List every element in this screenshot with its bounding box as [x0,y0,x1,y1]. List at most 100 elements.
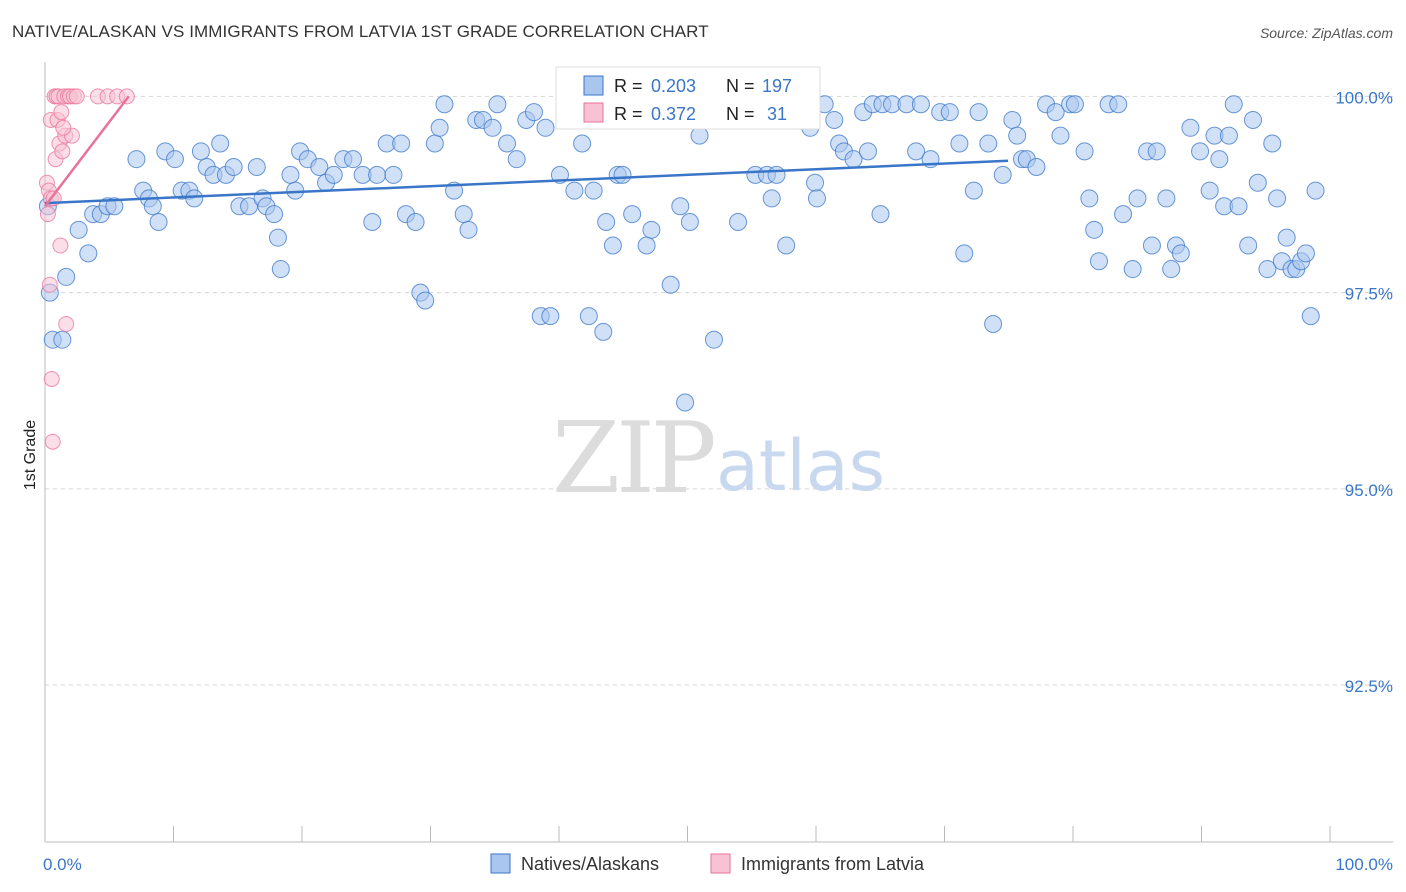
watermark: ZIP atlas [552,402,885,516]
natives-point [1008,126,1027,145]
natives-point [1085,220,1104,239]
latvia-point [39,206,56,223]
x-tick-label-max: 100.0% [1335,855,1393,874]
natives-point [392,134,411,153]
natives-point [524,103,543,122]
natives-point [1181,118,1200,137]
natives-point [1123,260,1142,279]
natives-point [57,267,76,286]
natives-point [1301,307,1320,326]
natives-point [1219,126,1238,145]
natives-point [1248,173,1267,192]
stats-pink-swatch [583,102,604,123]
natives-point [1210,150,1229,169]
natives-point [406,212,425,231]
natives-point [79,244,98,263]
stats-pink-r-label: R = [614,104,643,124]
natives-point [224,158,243,177]
natives-point [911,95,930,114]
latvia-point [54,143,71,160]
chart-title: NATIVE/ALASKAN VS IMMIGRANTS FROM LATVIA… [12,22,709,41]
natives-point [459,220,478,239]
natives-point [969,103,988,122]
natives-point [964,181,983,200]
natives-point [1258,260,1277,279]
natives-point [806,173,825,192]
natives-point [940,103,959,122]
natives-point [165,150,184,169]
natives-point [1142,236,1161,255]
natives-point [1080,189,1099,208]
legend-pink-swatch [710,853,731,874]
natives-point [368,165,387,184]
natives-point [1229,197,1248,216]
natives-point [281,165,300,184]
natives-point [541,307,560,326]
natives-point [642,220,661,239]
natives-point [310,158,329,177]
natives-point [767,165,786,184]
natives-point [268,228,287,247]
natives-point [105,197,124,216]
natives-point [1075,142,1094,161]
natives-point [579,307,598,326]
watermark-atlas: atlas [716,425,885,507]
y-tick-labels: 100.0% 97.5% 95.0% 92.5% [1335,88,1393,696]
axes [44,62,1393,843]
latvia-point [53,104,70,121]
natives-point [762,189,781,208]
natives-point [425,134,444,153]
natives-point [454,205,473,224]
stats-blue-n-value: 197 [762,76,792,96]
natives-point [507,150,526,169]
natives-point [858,142,877,161]
natives-point [127,150,146,169]
natives-point [483,118,502,137]
natives-point [825,110,844,129]
natives-point [435,95,454,114]
grid-lines [45,95,1393,686]
natives-point [1243,110,1262,129]
natives-point [324,165,343,184]
natives-point [191,142,210,161]
natives-point [1046,103,1065,122]
natives-point [573,134,592,153]
stats-pink-r-value: 0.372 [651,104,696,124]
natives-point [979,134,998,153]
y-axis-title: 1st Grade [22,420,39,490]
natives-point [498,134,517,153]
natives-point [623,205,642,224]
natives-point [1268,189,1287,208]
stats-blue-n-label: N = [726,76,755,96]
natives-point [1065,95,1084,114]
natives-point [871,205,890,224]
natives-point [1263,134,1282,153]
natives-point [613,165,632,184]
natives-point [344,150,363,169]
natives-point [671,197,690,216]
latvia-point [52,237,69,254]
latvia-point [118,88,135,105]
natives-point [1296,244,1315,263]
latvia-point [44,433,61,450]
stats-blue-r-value: 0.203 [651,76,696,96]
natives-point [185,189,204,208]
natives-point [597,212,616,231]
stats-blue-r-label: R = [614,76,643,96]
natives-point [1200,181,1219,200]
x-tick-labels: 0.0% 100.0% [43,855,1393,874]
natives-point [384,165,403,184]
natives-point [1089,252,1108,271]
natives-point [363,212,382,231]
stats-legend-box: R = 0.203 N = 197 R = 0.372 N = 31 [555,66,821,130]
natives-point [1114,205,1133,224]
natives-trend-line [44,159,1009,205]
natives-point [1147,142,1166,161]
legend-blue-label: Natives/Alaskans [521,854,659,874]
natives-point [488,95,507,114]
natives-point [1157,189,1176,208]
natives-point [1109,95,1128,114]
natives-point [680,212,699,231]
natives-point [603,236,622,255]
